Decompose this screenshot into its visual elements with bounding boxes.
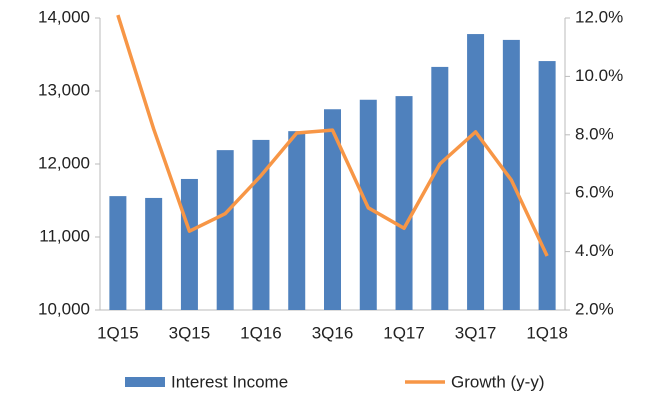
- legend-swatch: [125, 377, 165, 387]
- y-tick-label: 14,000: [38, 7, 90, 26]
- bar: [395, 96, 413, 310]
- y2-tick-label: 2.0%: [575, 299, 614, 318]
- y2-tick-label: 8.0%: [575, 124, 614, 143]
- x-tick-label: 1Q17: [383, 323, 425, 342]
- y-tick-label: 13,000: [38, 80, 90, 99]
- bar: [216, 150, 234, 310]
- bar: [288, 131, 306, 310]
- x-tick-label: 3Q15: [169, 323, 211, 342]
- bar: [324, 109, 341, 310]
- legend-label: Growth (y-y): [451, 372, 545, 391]
- bar: [252, 139, 270, 310]
- x-tick-label: 1Q16: [240, 323, 282, 342]
- legend-label: Interest Income: [171, 372, 288, 391]
- x-tick-label: 3Q17: [455, 323, 497, 342]
- bar: [145, 197, 163, 310]
- y2-tick-label: 12.0%: [575, 7, 623, 26]
- x-tick-label: 1Q15: [97, 323, 139, 342]
- bar: [180, 178, 198, 310]
- y-tick-label: 10,000: [38, 299, 90, 318]
- y2-tick-label: 6.0%: [575, 183, 614, 202]
- y-tick-label: 12,000: [38, 153, 90, 172]
- y2-tick-label: 4.0%: [575, 241, 614, 260]
- x-tick-label: 1Q18: [526, 323, 568, 342]
- bar: [502, 39, 520, 311]
- bar: [109, 196, 127, 310]
- x-tick-label: 3Q16: [312, 323, 354, 342]
- bar: [431, 66, 449, 310]
- bar: [467, 34, 485, 311]
- bar: [538, 61, 556, 310]
- y2-tick-label: 10.0%: [575, 66, 623, 85]
- line: [116, 14, 549, 257]
- y-tick-label: 11,000: [39, 226, 90, 245]
